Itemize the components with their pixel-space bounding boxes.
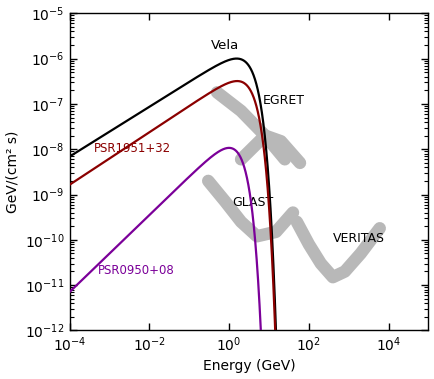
X-axis label: Energy (GeV): Energy (GeV): [203, 359, 295, 373]
Text: Vela: Vela: [211, 39, 239, 52]
Text: PSR0950+08: PSR0950+08: [98, 263, 174, 277]
Text: EGRET: EGRET: [263, 94, 305, 107]
Text: VERITAS: VERITAS: [333, 232, 385, 245]
Text: GLAST: GLAST: [232, 196, 273, 209]
Text: PSR1951+32: PSR1951+32: [94, 143, 171, 155]
Y-axis label: GeV/(cm² s): GeV/(cm² s): [6, 131, 20, 213]
